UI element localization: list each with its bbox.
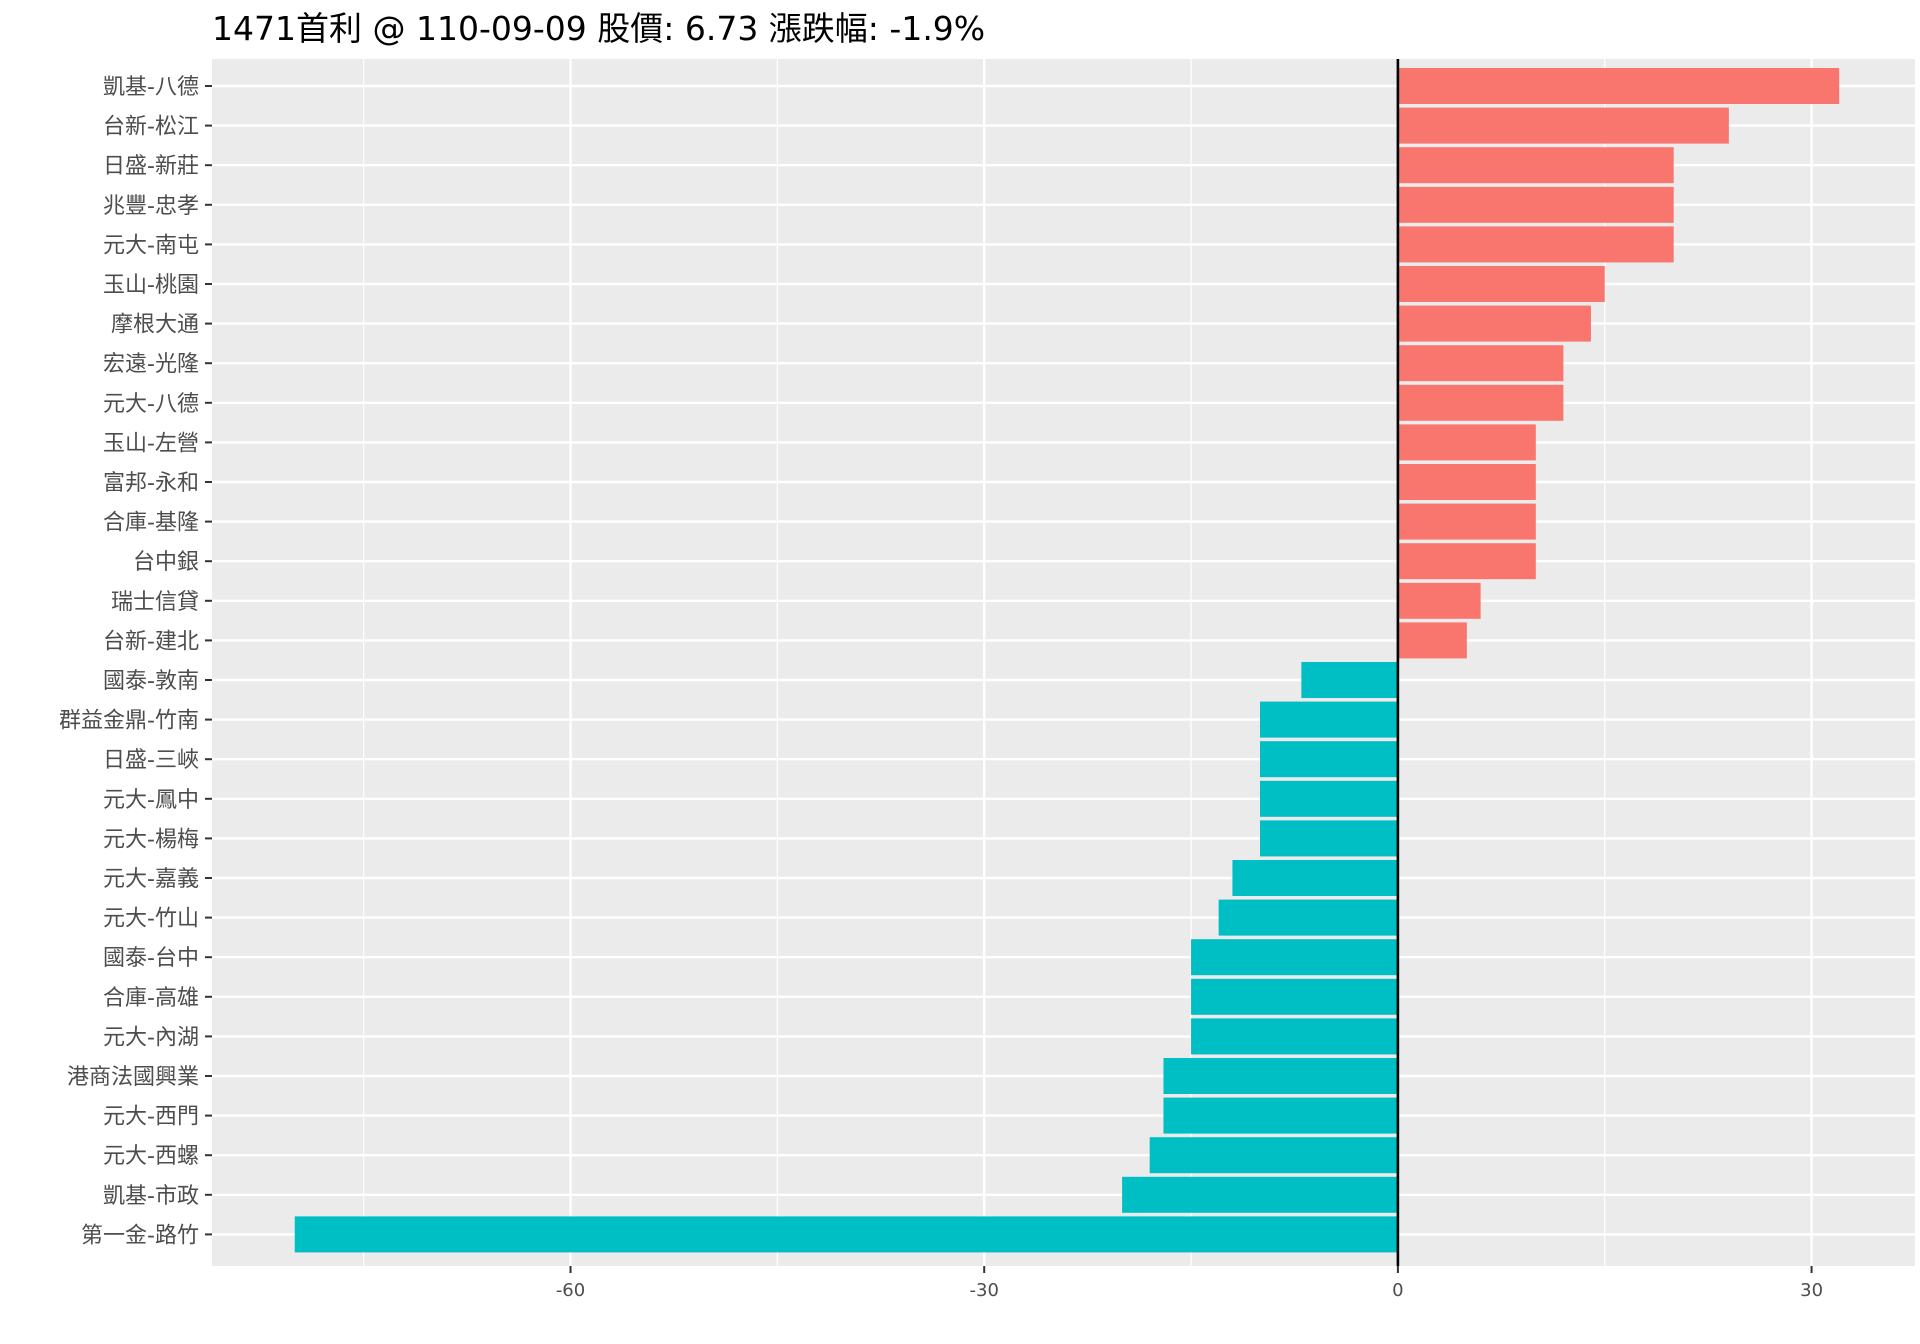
bar bbox=[294, 1216, 1398, 1253]
bar bbox=[1260, 780, 1398, 817]
y-tick-label: 宏遠-光隆 bbox=[103, 352, 199, 377]
x-axis: -60 -30 0 30 bbox=[556, 1266, 1823, 1301]
bar bbox=[1191, 939, 1398, 976]
y-tick-label: 日盛-新莊 bbox=[103, 154, 199, 179]
bar bbox=[1397, 68, 1840, 104]
bar bbox=[1397, 266, 1605, 302]
bar bbox=[1397, 186, 1674, 223]
bars bbox=[294, 68, 1840, 1253]
y-tick-label: 元大-八德 bbox=[103, 392, 199, 417]
x-tick-label: -30 bbox=[970, 1280, 999, 1301]
bar bbox=[1191, 1018, 1398, 1055]
bar bbox=[1232, 860, 1398, 896]
bar bbox=[1191, 978, 1398, 1015]
bar bbox=[1397, 622, 1467, 659]
bar bbox=[1260, 741, 1398, 778]
y-tick-label: 元大-楊梅 bbox=[103, 827, 199, 852]
bar bbox=[1397, 345, 1564, 382]
chart-title: 1471首利 @ 110-09-09 股價: 6.73 漲跌幅: -1.9% bbox=[212, 9, 985, 48]
y-tick-label: 摩根大通 bbox=[111, 313, 199, 338]
y-tick-label: 富邦-永和 bbox=[103, 471, 199, 496]
y-tick-label: 瑞士信貸 bbox=[111, 590, 199, 615]
y-axis: 凱基-八德台新-松江日盛-新莊兆豐-忠孝元大-南屯玉山-桃園摩根大通宏遠-光隆元… bbox=[59, 75, 212, 1248]
x-tick-label: 0 bbox=[1392, 1280, 1403, 1301]
bar bbox=[1397, 384, 1564, 421]
y-tick-label: 第一金-路竹 bbox=[81, 1223, 199, 1248]
y-tick-label: 元大-竹山 bbox=[103, 907, 199, 932]
bar bbox=[1163, 1097, 1398, 1134]
y-tick-label: 玉山-左營 bbox=[103, 431, 199, 456]
x-tick-label: 30 bbox=[1800, 1280, 1823, 1301]
bar bbox=[1163, 1058, 1398, 1094]
y-tick-label: 國泰-敦南 bbox=[103, 669, 199, 694]
bar bbox=[1260, 701, 1398, 738]
y-tick-label: 兆豐-忠孝 bbox=[103, 194, 199, 219]
bar bbox=[1397, 582, 1481, 619]
bar bbox=[1397, 543, 1536, 580]
y-tick-label: 台新-松江 bbox=[103, 115, 199, 140]
bar bbox=[1218, 899, 1398, 936]
bar bbox=[1397, 107, 1729, 144]
bar bbox=[1397, 305, 1591, 342]
y-tick-label: 日盛-三峽 bbox=[103, 748, 199, 773]
y-tick-label: 元大-鳳中 bbox=[103, 788, 199, 813]
y-tick-label: 國泰-台中 bbox=[103, 946, 199, 971]
y-tick-label: 元大-西螺 bbox=[103, 1144, 199, 1169]
y-tick-label: 群益金鼎-竹南 bbox=[59, 709, 199, 734]
bar bbox=[1397, 147, 1674, 184]
bar bbox=[1149, 1137, 1398, 1174]
y-tick-label: 玉山-桃園 bbox=[103, 273, 199, 298]
bar bbox=[1122, 1176, 1398, 1213]
y-tick-label: 合庫-高雄 bbox=[103, 986, 199, 1011]
y-tick-label: 台中銀 bbox=[133, 550, 199, 575]
bar bbox=[1397, 424, 1536, 461]
y-tick-label: 港商法國興業 bbox=[67, 1065, 199, 1090]
bar bbox=[1260, 820, 1398, 857]
y-tick-label: 元大-內湖 bbox=[103, 1025, 199, 1050]
y-tick-label: 合庫-基隆 bbox=[103, 511, 199, 536]
x-tick-label: -60 bbox=[556, 1280, 585, 1301]
bar bbox=[1397, 464, 1536, 500]
y-tick-label: 凱基-市政 bbox=[103, 1184, 199, 1209]
y-tick-label: 台新-建北 bbox=[103, 629, 199, 654]
bar bbox=[1397, 226, 1674, 263]
y-tick-label: 元大-西門 bbox=[103, 1105, 199, 1130]
bar bbox=[1301, 662, 1398, 698]
y-tick-label: 元大-南屯 bbox=[103, 233, 199, 258]
bar bbox=[1397, 503, 1536, 540]
y-tick-label: 元大-嘉義 bbox=[103, 867, 199, 892]
y-tick-label: 凱基-八德 bbox=[103, 75, 199, 100]
